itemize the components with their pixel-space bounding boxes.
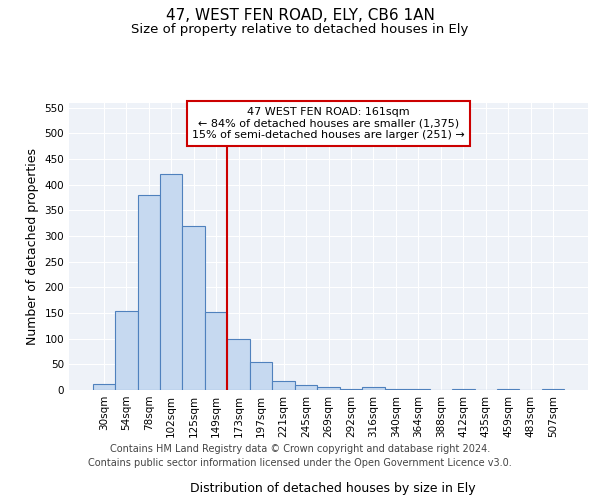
Text: 47, WEST FEN ROAD, ELY, CB6 1AN: 47, WEST FEN ROAD, ELY, CB6 1AN	[166, 8, 434, 22]
Bar	[407, 389, 430, 390]
Bar	[115, 312, 137, 390]
Bar	[205, 312, 227, 390]
Bar	[250, 362, 272, 390]
Text: 47 WEST FEN ROAD: 161sqm
← 84% of detached houses are smaller (1,375)
15% of sem: 47 WEST FEN ROAD: 161sqm ← 84% of detach…	[192, 107, 465, 140]
Bar	[317, 388, 340, 390]
Bar	[182, 226, 205, 390]
Text: Contains HM Land Registry data © Crown copyright and database right 2024.
Contai: Contains HM Land Registry data © Crown c…	[88, 444, 512, 468]
Bar	[272, 381, 295, 390]
Y-axis label: Number of detached properties: Number of detached properties	[26, 148, 39, 345]
Bar	[137, 195, 160, 390]
Bar	[340, 389, 362, 390]
Text: Size of property relative to detached houses in Ely: Size of property relative to detached ho…	[131, 22, 469, 36]
Text: Distribution of detached houses by size in Ely: Distribution of detached houses by size …	[190, 482, 476, 495]
Bar	[92, 384, 115, 390]
Bar	[227, 338, 250, 390]
Bar	[362, 388, 385, 390]
Bar	[160, 174, 182, 390]
Bar	[295, 385, 317, 390]
